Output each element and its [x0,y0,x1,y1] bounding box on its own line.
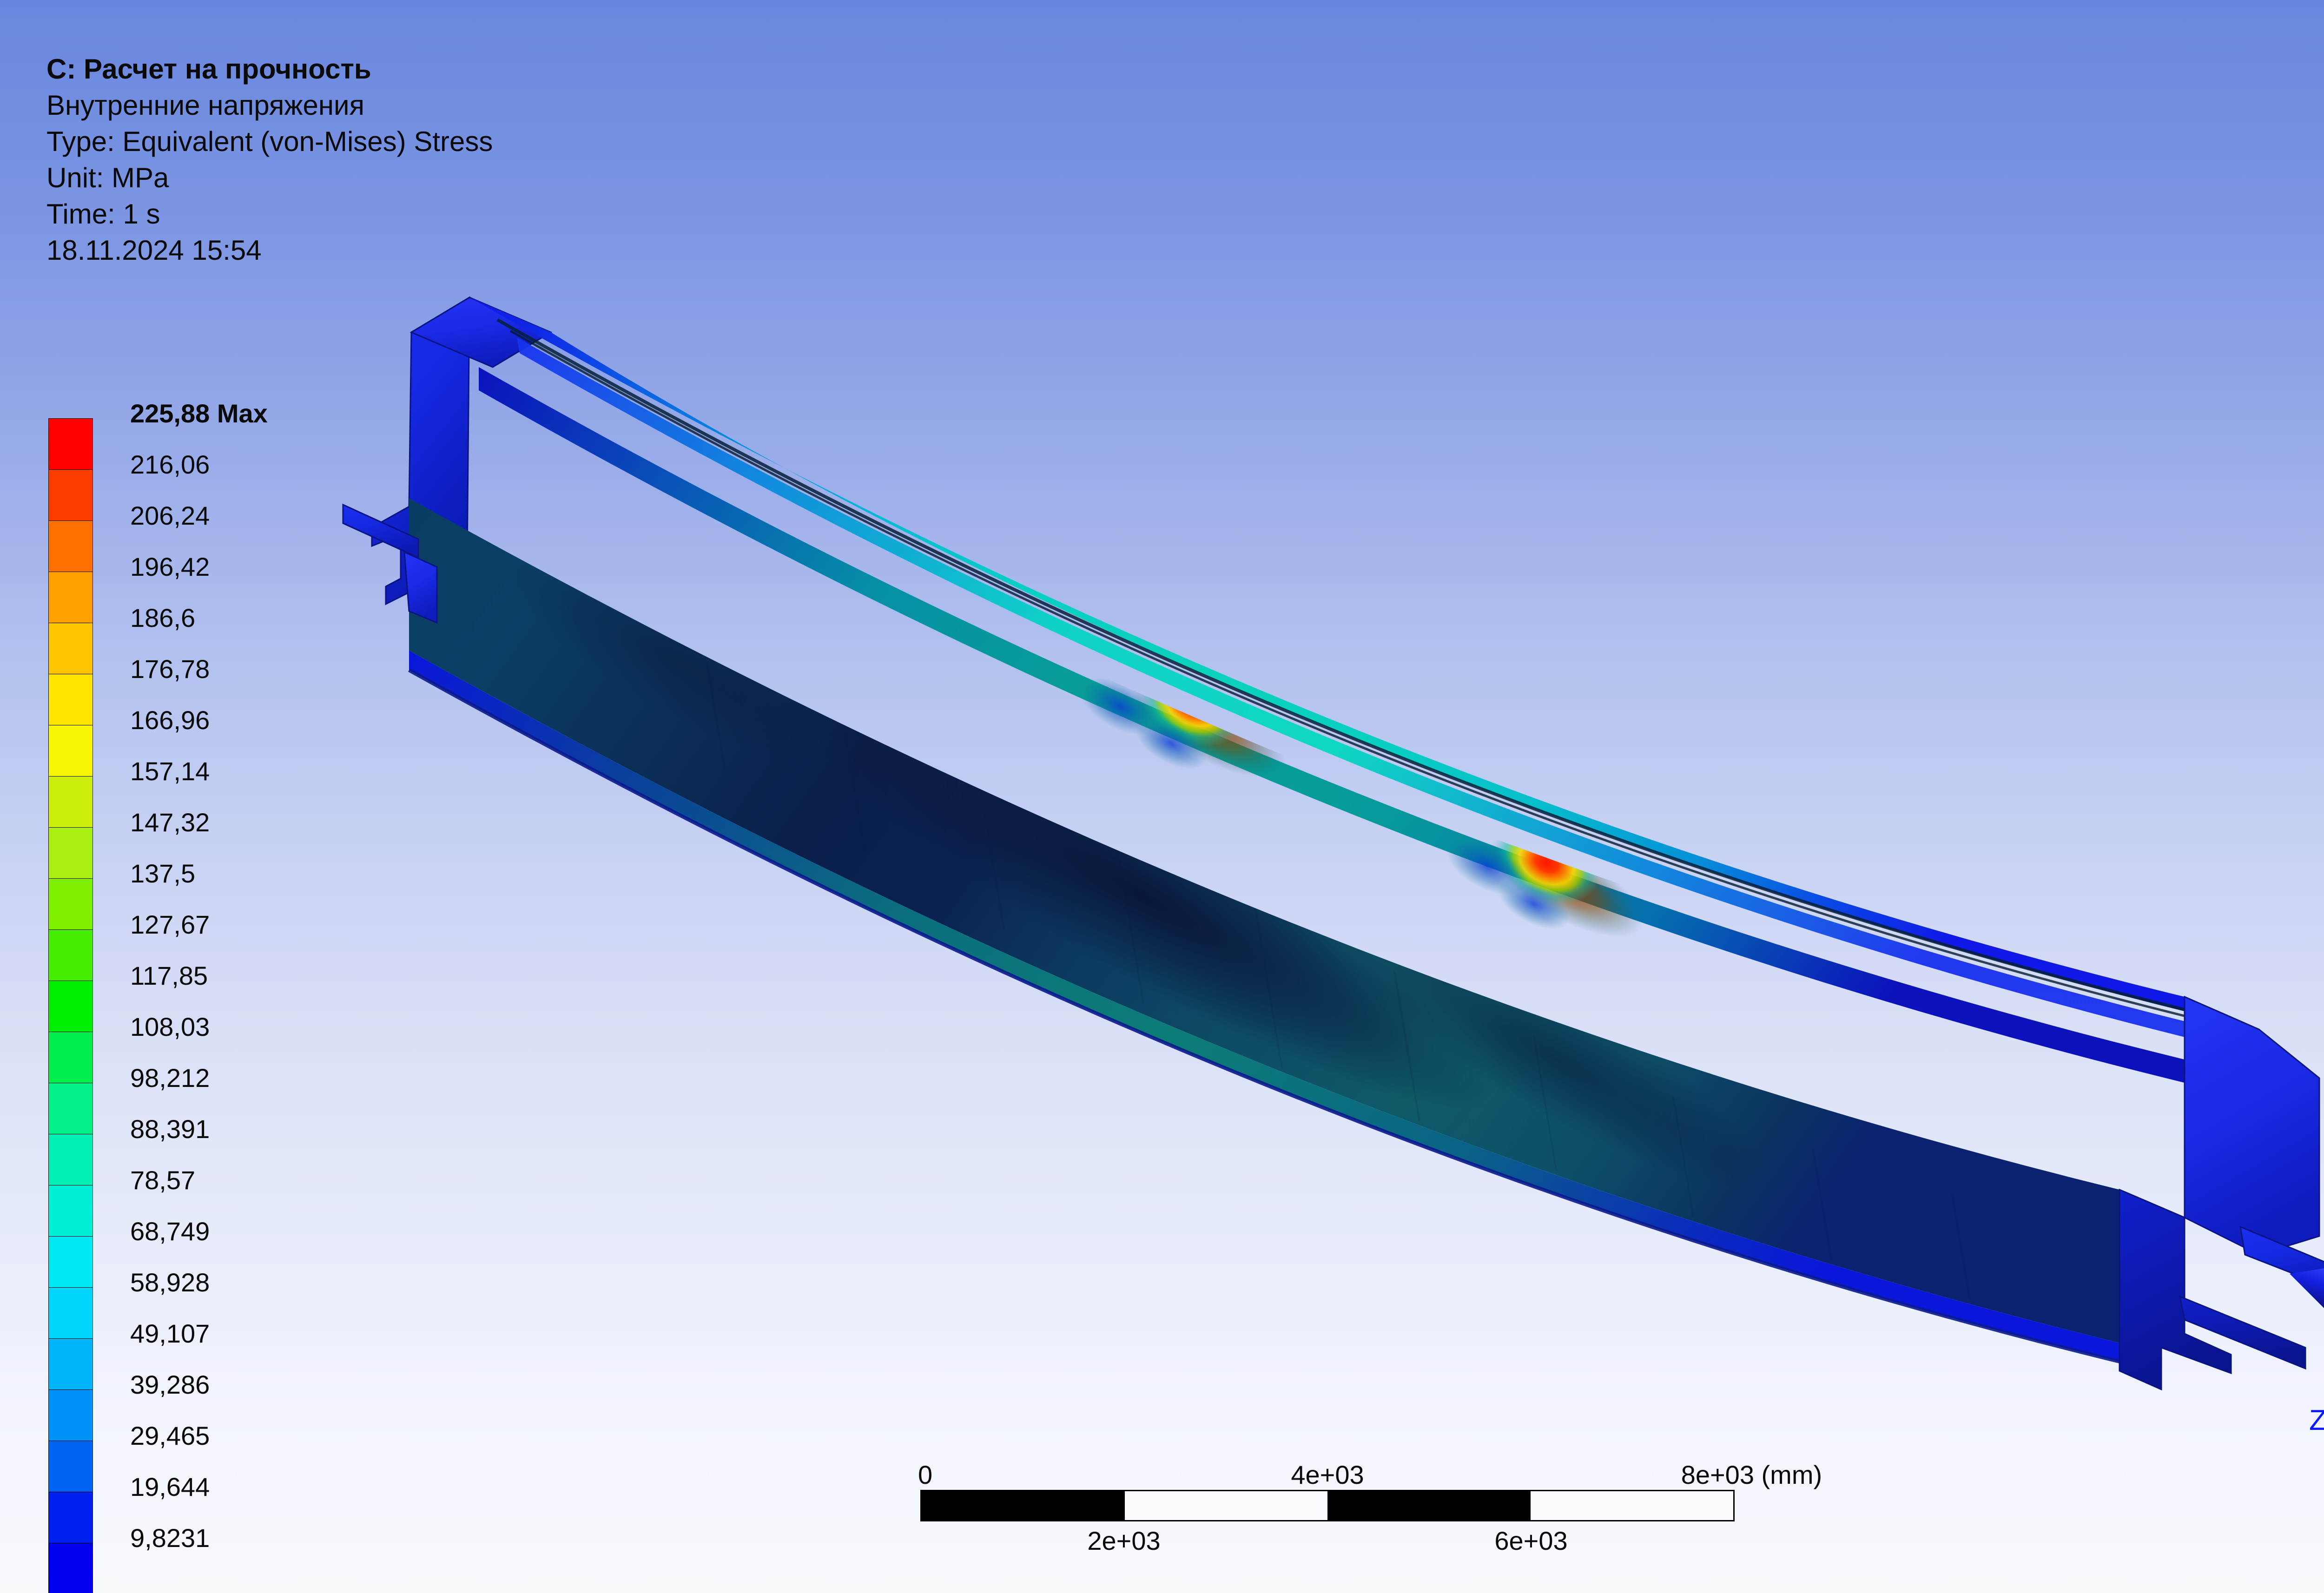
legend-band-8[interactable] [48,827,93,878]
page-title: C: Расчет на прочность [46,53,371,85]
legend-band-1[interactable] [48,469,93,520]
stress-coldspot-4 [1498,878,1570,929]
legend-band-6[interactable] [48,725,93,776]
beam-flange-bevel [479,367,2185,1083]
axis-triad: Y Z X [2268,1176,2324,1464]
stress-hotspot-1 [1141,662,1245,747]
legend-band-11[interactable] [48,981,93,1032]
beam-left-base-plate [342,503,419,559]
legend-label-22: 9,8231 [130,1523,210,1553]
result-header: C: Расчет на прочность Внутренние напряж… [46,51,493,269]
legend-band-16[interactable] [48,1236,93,1287]
result-time: Time: 1 s [46,198,160,230]
beam-left-endcap [371,296,470,606]
beam-right-endcap [2119,1188,2232,1391]
beam-bottom-flange-edge [408,668,2120,1363]
stress-hotspot-group [1080,662,1643,937]
beam-bottom-flange [409,651,2119,1362]
legend-band-10[interactable] [48,929,93,981]
legend-label-1: 216,06 [130,450,210,479]
beam-geometry [342,296,2324,1391]
legend-label-15: 78,57 [130,1165,196,1195]
stress-coldspot-1 [1080,678,1161,735]
legend-label-3: 196,42 [130,552,210,581]
beam-flange-seam-a [496,318,2199,1015]
legend-label-20: 29,465 [130,1421,210,1450]
legend-label-2: 206,24 [130,501,210,530]
legend-label-19: 39,286 [130,1370,210,1399]
beam-left-web-tab [403,551,438,624]
legend-band-21[interactable] [48,1492,93,1543]
beam-top-flange-top-face [469,297,2259,1029]
legend-band-9[interactable] [48,878,93,929]
beam-web-lowstress-blotch [503,553,1769,1190]
legend-band-2[interactable] [48,520,93,572]
legend-band-14[interactable] [48,1134,93,1185]
legend-label-10: 127,67 [130,910,210,939]
scale-tick-2000: 2e+03 [1087,1526,1161,1555]
legend-label-11: 117,85 [130,961,208,990]
legend-band-13[interactable] [48,1083,93,1134]
legend-label-7: 157,14 [130,757,210,786]
legend-label-14: 88,391 [130,1114,210,1144]
scale-ruler: 0 4e+03 8e+03 (mm) 2e+03 6e+03 [918,1459,1822,1555]
result-unit: Unit: MPa [46,162,169,193]
stress-hotspot-tail-1 [1132,673,1285,777]
legend-band-22[interactable] [48,1543,93,1593]
scale-tick-8000: 8e+03 (mm) [1681,1460,1822,1489]
legend-band-4[interactable] [48,623,93,674]
legend-band-5[interactable] [48,674,93,725]
legend-band-7[interactable] [48,776,93,827]
legend-label-13: 98,212 [130,1063,210,1093]
scale-segment-1 [922,1491,1125,1520]
beam-facet-hints [696,604,1981,1338]
scale-ticks-top: 0 4e+03 8e+03 (mm) [918,1459,1822,1490]
stress-coldspot-3 [1447,838,1528,895]
legend-band-12[interactable] [48,1032,93,1083]
scale-tick-0: 0 [918,1460,933,1489]
legend-label-5: 176,78 [130,654,210,684]
legend-band-18[interactable] [48,1338,93,1389]
legend-label-18: 49,107 [130,1319,210,1348]
result-type: Type: Equivalent (von-Mises) Stress [46,126,493,157]
legend-label-21: 19,644 [130,1472,210,1501]
beam-left-flange-cap [409,296,553,368]
beam-web-face [409,498,2119,1343]
legend-band-17[interactable] [48,1287,93,1338]
stress-coldspot-2 [1135,718,1208,769]
z-axis-label: Z [2309,1404,2324,1436]
stress-hotspot-2 [1495,821,1599,905]
scale-tick-6000: 6e+03 [1494,1526,1568,1555]
beam-rib-highlight [517,337,2215,1045]
legend-label-17: 58,928 [130,1268,210,1297]
legend-band-3[interactable] [48,572,93,623]
scale-bar [920,1490,1735,1521]
beam-flange-seam-b [509,329,2207,1023]
stress-hotspot-tail-2 [1490,833,1643,937]
stress-legend-colorbar[interactable] [48,418,93,1593]
legend-band-0[interactable] [48,418,93,469]
scale-segment-4 [1530,1491,1733,1520]
scale-tick-4000: 4e+03 [1291,1460,1364,1489]
scale-segment-2 [1124,1491,1327,1520]
legend-label-max: 225,88 Max [130,399,268,428]
legend-band-15[interactable] [48,1185,93,1236]
scale-ticks-bottom: 2e+03 6e+03 [920,1521,1735,1555]
legend-label-8: 147,32 [130,808,210,837]
result-name: Внутренние напряжения [46,90,365,121]
legend-label-4: 186,6 [130,603,196,632]
legend-band-20[interactable] [48,1441,93,1492]
legend-label-12: 108,03 [130,1012,210,1041]
legend-label-9: 137,5 [130,859,196,888]
result-timestamp: 18.11.2024 15:54 [46,235,262,266]
legend-label-16: 68,749 [130,1217,210,1246]
scale-segment-3 [1327,1491,1531,1520]
legend-label-6: 166,96 [130,705,210,735]
legend-band-19[interactable] [48,1389,93,1441]
